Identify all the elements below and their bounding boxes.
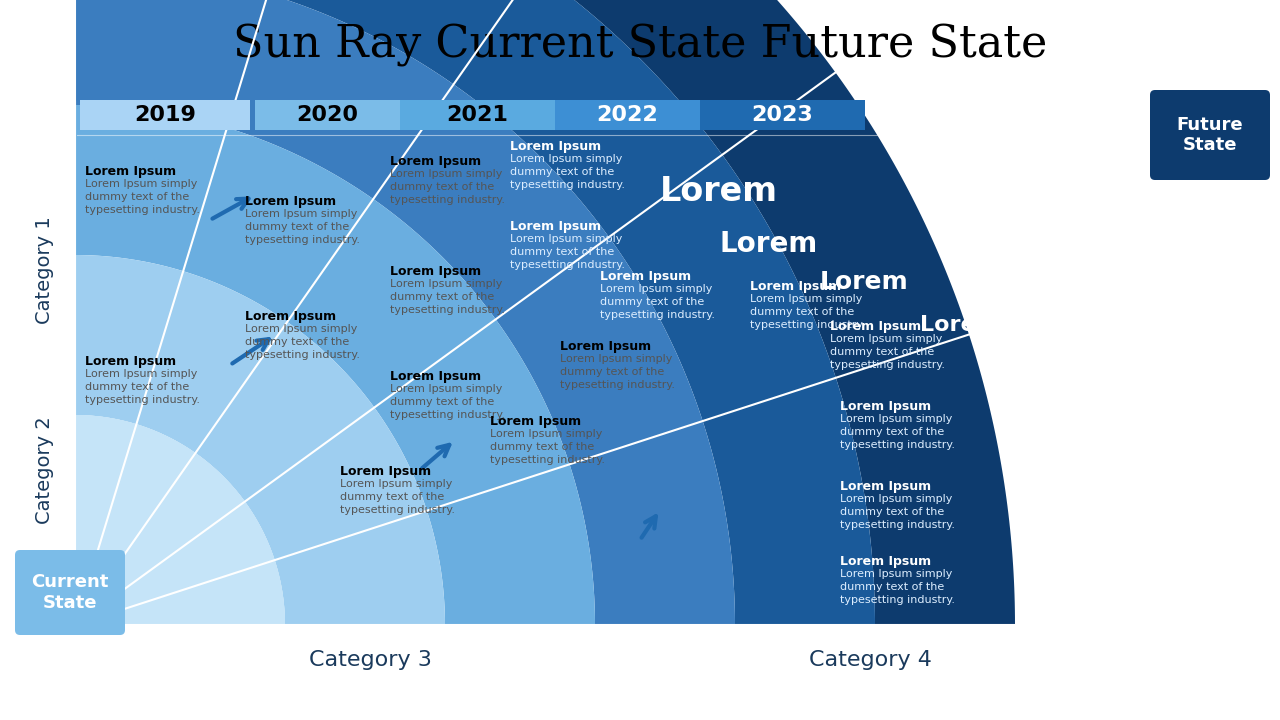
FancyArrowPatch shape [232,339,269,364]
Text: Lorem Ipsum simply
dummy text of the
typesetting industry.: Lorem Ipsum simply dummy text of the typ… [490,429,605,465]
Text: Lorem Ipsum: Lorem Ipsum [244,195,337,208]
Text: Lorem Ipsum: Lorem Ipsum [490,415,581,428]
Text: Lorem Ipsum simply
dummy text of the
typesetting industry.: Lorem Ipsum simply dummy text of the typ… [750,294,865,330]
Text: Lorem Ipsum simply
dummy text of the
typesetting industry.: Lorem Ipsum simply dummy text of the typ… [390,279,506,315]
FancyBboxPatch shape [15,550,125,635]
Polygon shape [76,105,595,625]
Text: Lorem: Lorem [660,175,778,208]
Polygon shape [76,0,1015,625]
Text: Sun Ray Current State Future State: Sun Ray Current State Future State [233,24,1047,66]
Text: Lorem Ipsum: Lorem Ipsum [840,480,931,493]
Text: Lorem Ipsum simply
dummy text of the
typesetting industry.: Lorem Ipsum simply dummy text of the typ… [509,154,625,190]
Text: Lorem Ipsum simply
dummy text of the
typesetting industry.: Lorem Ipsum simply dummy text of the typ… [84,179,200,215]
Text: Lorem Ipsum simply
dummy text of the
typesetting industry.: Lorem Ipsum simply dummy text of the typ… [390,169,506,205]
Text: Lorem Ipsum simply
dummy text of the
typesetting industry.: Lorem Ipsum simply dummy text of the typ… [840,569,955,606]
Text: Lorem Ipsum simply
dummy text of the
typesetting industry.: Lorem Ipsum simply dummy text of the typ… [840,414,955,451]
FancyArrowPatch shape [212,199,248,219]
Text: Lorem Ipsum: Lorem Ipsum [750,280,841,293]
Text: Lorem Ipsum simply
dummy text of the
typesetting industry.: Lorem Ipsum simply dummy text of the typ… [390,384,506,420]
Text: Lorem Ipsum: Lorem Ipsum [390,155,481,168]
Text: Lorem: Lorem [820,270,909,294]
Text: Category 3: Category 3 [308,650,431,670]
Text: Lorem Ipsum: Lorem Ipsum [509,220,602,233]
Text: Lorem Ipsum: Lorem Ipsum [390,370,481,383]
Text: Lorem Ipsum: Lorem Ipsum [829,320,922,333]
Text: 2023: 2023 [751,105,813,125]
FancyBboxPatch shape [79,100,250,130]
Polygon shape [76,0,735,625]
Text: Lorem Ipsum: Lorem Ipsum [390,265,481,278]
Polygon shape [76,255,445,625]
Text: Category 1: Category 1 [36,216,55,324]
FancyBboxPatch shape [399,100,556,130]
FancyBboxPatch shape [255,100,399,130]
FancyArrowPatch shape [641,516,655,538]
Text: Lorem Ipsum simply
dummy text of the
typesetting industry.: Lorem Ipsum simply dummy text of the typ… [84,369,200,405]
Text: 2021: 2021 [447,105,508,125]
Text: Lorem Ipsum: Lorem Ipsum [340,465,431,478]
Text: Category 2: Category 2 [36,416,55,524]
FancyBboxPatch shape [1149,90,1270,180]
Text: Lorem Ipsum simply
dummy text of the
typesetting industry.: Lorem Ipsum simply dummy text of the typ… [340,479,454,516]
Text: Lorem Ipsum simply
dummy text of the
typesetting industry.: Lorem Ipsum simply dummy text of the typ… [509,234,625,271]
Text: Lorem Ipsum: Lorem Ipsum [84,355,177,368]
FancyArrowPatch shape [422,445,449,468]
Text: Lorem Ipsum simply
dummy text of the
typesetting industry.: Lorem Ipsum simply dummy text of the typ… [244,324,360,361]
Polygon shape [76,415,285,625]
Polygon shape [76,415,285,625]
Text: 2020: 2020 [297,105,358,125]
Text: Lorem Ipsum: Lorem Ipsum [561,340,652,353]
Text: Lorem Ipsum: Lorem Ipsum [840,400,931,413]
Text: Future
State: Future State [1176,116,1243,154]
Text: Lorem Ipsum: Lorem Ipsum [509,140,602,153]
FancyBboxPatch shape [700,100,865,130]
Text: 2022: 2022 [596,105,658,125]
Text: Lorem Ipsum simply
dummy text of the
typesetting industry.: Lorem Ipsum simply dummy text of the typ… [600,284,716,320]
Text: Lorem Ipsum simply
dummy text of the
typesetting industry.: Lorem Ipsum simply dummy text of the typ… [244,209,360,246]
Text: Lorem Ipsum: Lorem Ipsum [600,270,691,283]
FancyBboxPatch shape [556,100,700,130]
Text: Lorem Ipsum: Lorem Ipsum [244,310,337,323]
Text: Lorem Ipsum simply
dummy text of the
typesetting industry.: Lorem Ipsum simply dummy text of the typ… [840,494,955,531]
Text: Current
State: Current State [31,573,109,612]
Text: 2019: 2019 [134,105,196,125]
Text: Lorem Ipsum: Lorem Ipsum [84,165,177,178]
Polygon shape [76,0,876,625]
Text: Category 4: Category 4 [809,650,932,670]
Text: Lorem: Lorem [920,315,998,335]
Text: Lorem: Lorem [719,230,818,258]
Text: Lorem Ipsum simply
dummy text of the
typesetting industry.: Lorem Ipsum simply dummy text of the typ… [561,354,675,390]
Text: Lorem Ipsum: Lorem Ipsum [840,555,931,568]
Text: Lorem Ipsum simply
dummy text of the
typesetting industry.: Lorem Ipsum simply dummy text of the typ… [829,334,945,370]
